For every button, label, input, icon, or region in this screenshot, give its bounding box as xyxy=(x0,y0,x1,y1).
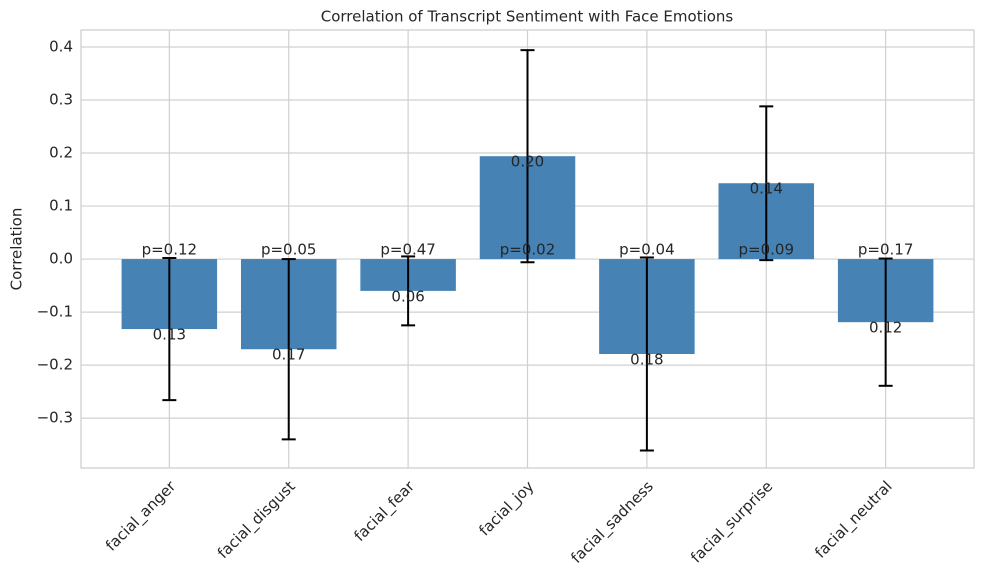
y-tick-label: −0.3 xyxy=(37,409,73,427)
grid xyxy=(81,30,974,468)
y-tick-label: 0.4 xyxy=(49,37,73,55)
x-tick-label: facial_fear xyxy=(351,477,420,546)
x-tick-label: facial_disgust xyxy=(214,477,300,563)
y-tick-label: 0.0 xyxy=(49,250,73,268)
y-axis-label: Correlation xyxy=(8,208,26,291)
value-label: 0.12 xyxy=(869,319,902,337)
p-value-label: p=0.05 xyxy=(261,241,317,259)
value-label: 0.18 xyxy=(630,350,663,368)
p-value-label: p=0.12 xyxy=(142,241,198,259)
value-label: 0.06 xyxy=(391,287,424,305)
chart-title: Correlation of Transcript Sentiment with… xyxy=(321,8,734,26)
x-tick-label: facial_anger xyxy=(102,477,181,556)
y-tick-label: 0.1 xyxy=(49,197,73,215)
value-label: 0.17 xyxy=(272,346,305,364)
p-value-label: p=0.04 xyxy=(619,241,675,259)
y-tick-label: 0.3 xyxy=(49,90,73,108)
value-label: 0.13 xyxy=(153,326,186,344)
x-tick-label: facial_joy xyxy=(475,477,538,540)
marks: p=0.12 0.13 p=0.05 0.17 p=0.47 0.06 p=0.02 0.20… xyxy=(121,49,934,452)
x-tick-label: facial_surprise xyxy=(687,477,777,567)
x-tick-label: facial_neutral xyxy=(811,477,896,562)
p-value-label: p=0.47 xyxy=(380,241,436,259)
y-tick-label: −0.1 xyxy=(37,303,73,321)
p-value-label: p=0.17 xyxy=(858,241,914,259)
p-value-label: p=0.02 xyxy=(500,241,556,259)
y-tick-label: 0.2 xyxy=(49,144,73,162)
x-tick-label: facial_sadness xyxy=(567,477,657,567)
y-tick-label: −0.2 xyxy=(37,356,73,374)
p-value-label: p=0.09 xyxy=(739,241,795,259)
value-label: 0.20 xyxy=(511,153,544,171)
value-label: 0.14 xyxy=(750,180,783,198)
